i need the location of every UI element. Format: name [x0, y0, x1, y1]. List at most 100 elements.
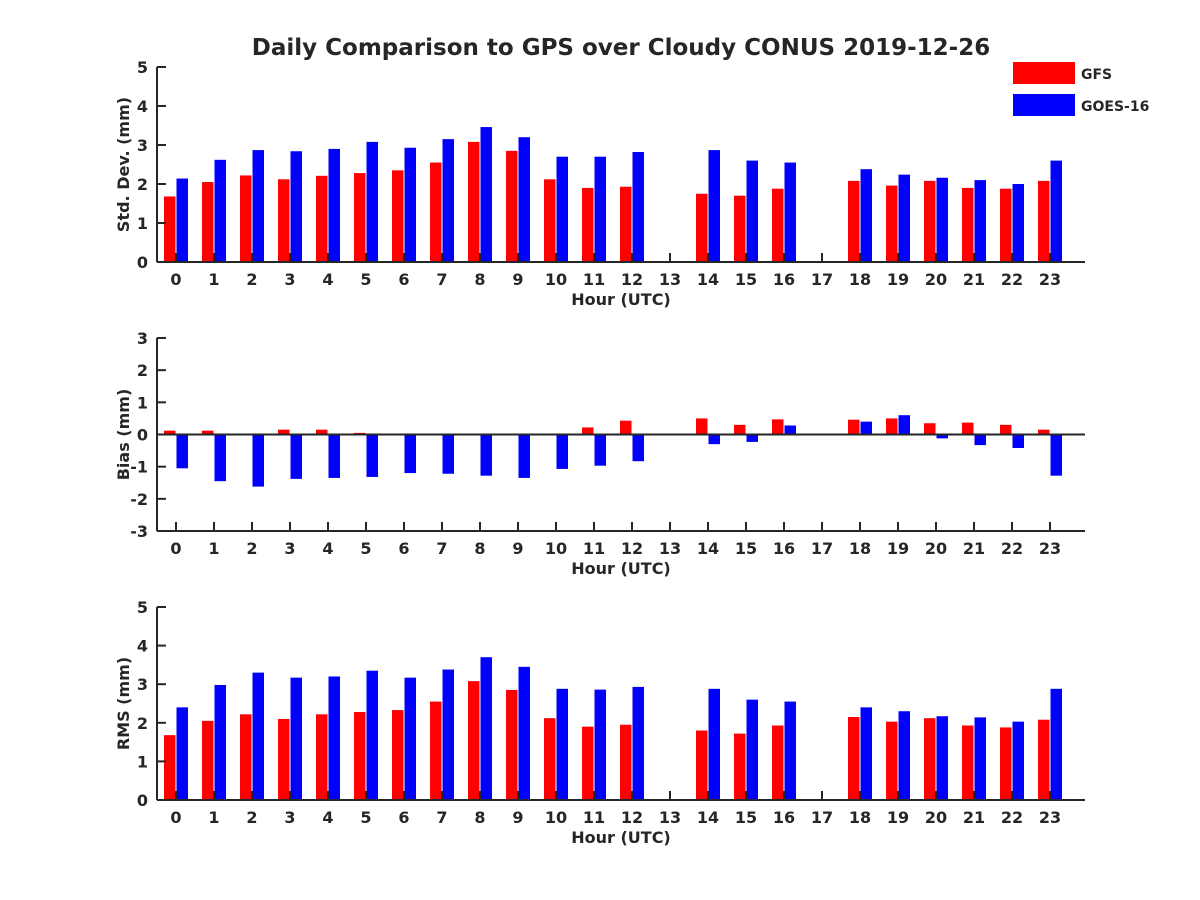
std-dev-bar-goes16-21	[974, 180, 986, 262]
rms-bar-gfs-8	[468, 681, 480, 800]
rms-ytick-label: 4	[137, 637, 148, 656]
bias-xtick-label: 21	[963, 539, 985, 558]
bias-xtick-label: 6	[398, 539, 409, 558]
rms-bar-goes16-4	[328, 676, 340, 800]
bias-bar-gfs-15	[734, 424, 746, 435]
rms-xtick-label: 12	[621, 808, 643, 827]
rms-bar-goes16-8	[480, 657, 492, 800]
bias-bar-gfs-3	[278, 429, 290, 435]
std-dev-bar-goes16-9	[518, 137, 530, 262]
rms-ytick-label: 2	[137, 714, 148, 733]
bias-xtick-label: 9	[512, 539, 523, 558]
rms-ytick-label: 3	[137, 675, 148, 694]
bias-bar-goes16-12	[632, 434, 644, 462]
bias-bar-gfs-12	[620, 420, 632, 435]
bias-xtick-label: 18	[849, 539, 871, 558]
std-dev-xtick-label: 8	[474, 270, 485, 289]
std-dev-xtick-label: 14	[697, 270, 719, 289]
std-dev-bar-gfs-19	[886, 185, 898, 262]
rms-bar-goes16-6	[404, 677, 416, 800]
rms-xtick-label: 17	[811, 808, 833, 827]
std-dev-bar-gfs-8	[468, 141, 480, 262]
bias-bar-goes16-8	[480, 434, 492, 476]
rms-bar-gfs-18	[848, 717, 860, 800]
bias-bar-goes16-23	[1050, 434, 1062, 476]
std-dev-bar-gfs-2	[240, 175, 252, 262]
rms-bar-gfs-14	[696, 730, 708, 800]
rms-xtick-label: 20	[925, 808, 947, 827]
chart-title: Daily Comparison to GPS over Cloudy CONU…	[252, 35, 990, 61]
bias-xlabel: Hour (UTC)	[571, 559, 671, 578]
rms-xtick-label: 18	[849, 808, 871, 827]
bias-bar-goes16-18	[860, 421, 872, 435]
rms-bar-gfs-22	[1000, 727, 1012, 800]
std-dev-xtick-label: 9	[512, 270, 523, 289]
bias-bar-goes16-21	[974, 434, 986, 446]
bias-ytick-label: -3	[130, 522, 148, 541]
std-dev-bar-goes16-0	[176, 178, 188, 262]
rms-bar-goes16-16	[784, 701, 796, 800]
std-dev-xtick-label: 0	[170, 270, 181, 289]
rms-bar-goes16-7	[442, 669, 454, 800]
std-dev-bar-goes16-18	[860, 169, 872, 262]
std-dev-xtick-label: 5	[360, 270, 371, 289]
bias-xtick-label: 14	[697, 539, 719, 558]
rms-xtick-label: 9	[512, 808, 523, 827]
bias-bar-gfs-11	[582, 427, 594, 435]
rms-ytick-label: 5	[137, 598, 148, 617]
bias-xtick-label: 15	[735, 539, 757, 558]
bias-bar-goes16-14	[708, 434, 720, 445]
rms-xtick-label: 7	[436, 808, 447, 827]
bias-bar-goes16-7	[442, 434, 454, 474]
rms-ytick-label: 1	[137, 752, 148, 771]
std-dev-bar-goes16-14	[708, 150, 720, 262]
bias-ytick-label: 0	[137, 426, 148, 445]
rms-bar-goes16-15	[746, 699, 758, 800]
rms-xtick-label: 5	[360, 808, 371, 827]
rms-bar-goes16-21	[974, 717, 986, 800]
std-dev-bar-gfs-0	[164, 196, 176, 262]
std-dev-bar-goes16-4	[328, 148, 340, 262]
bias-xtick-label: 17	[811, 539, 833, 558]
bias-bar-goes16-6	[404, 434, 416, 474]
bias-xtick-label: 1	[208, 539, 219, 558]
bias-bar-goes16-1	[214, 434, 226, 482]
std-dev-bar-goes16-7	[442, 139, 454, 262]
std-dev-xtick-label: 10	[545, 270, 567, 289]
rms-xtick-label: 10	[545, 808, 567, 827]
std-dev-bar-goes16-16	[784, 162, 796, 262]
std-dev-xtick-label: 12	[621, 270, 643, 289]
std-dev-bar-gfs-12	[620, 186, 632, 262]
bias-xtick-label: 0	[170, 539, 181, 558]
rms-ylabel: RMS (mm)	[114, 657, 133, 750]
std-dev-bar-goes16-23	[1050, 160, 1062, 262]
std-dev-bar-gfs-3	[278, 179, 290, 262]
std-dev-bar-gfs-7	[430, 162, 442, 262]
std-dev-bar-goes16-8	[480, 127, 492, 262]
rms-bar-goes16-0	[176, 707, 188, 800]
std-dev-bar-gfs-16	[772, 188, 784, 262]
rms-xtick-label: 2	[246, 808, 257, 827]
rms-bar-goes16-2	[252, 672, 264, 800]
rms-xtick-label: 13	[659, 808, 681, 827]
bias-bar-goes16-0	[176, 434, 188, 469]
rms-bar-gfs-19	[886, 721, 898, 800]
std-dev-xtick-label: 17	[811, 270, 833, 289]
rms-xtick-label: 3	[284, 808, 295, 827]
std-dev-bar-gfs-6	[392, 170, 404, 262]
bias-bar-goes16-5	[366, 434, 378, 477]
bias-bar-goes16-11	[594, 434, 606, 466]
std-dev-bar-goes16-6	[404, 147, 416, 262]
rms-bar-gfs-10	[544, 718, 556, 800]
std-dev-bar-goes16-20	[936, 177, 948, 262]
bias-xtick-label: 23	[1039, 539, 1061, 558]
rms-bar-gfs-2	[240, 714, 252, 800]
rms-bar-gfs-7	[430, 701, 442, 800]
std-dev-xtick-label: 3	[284, 270, 295, 289]
bias-xtick-label: 22	[1001, 539, 1023, 558]
rms-xtick-label: 11	[583, 808, 605, 827]
